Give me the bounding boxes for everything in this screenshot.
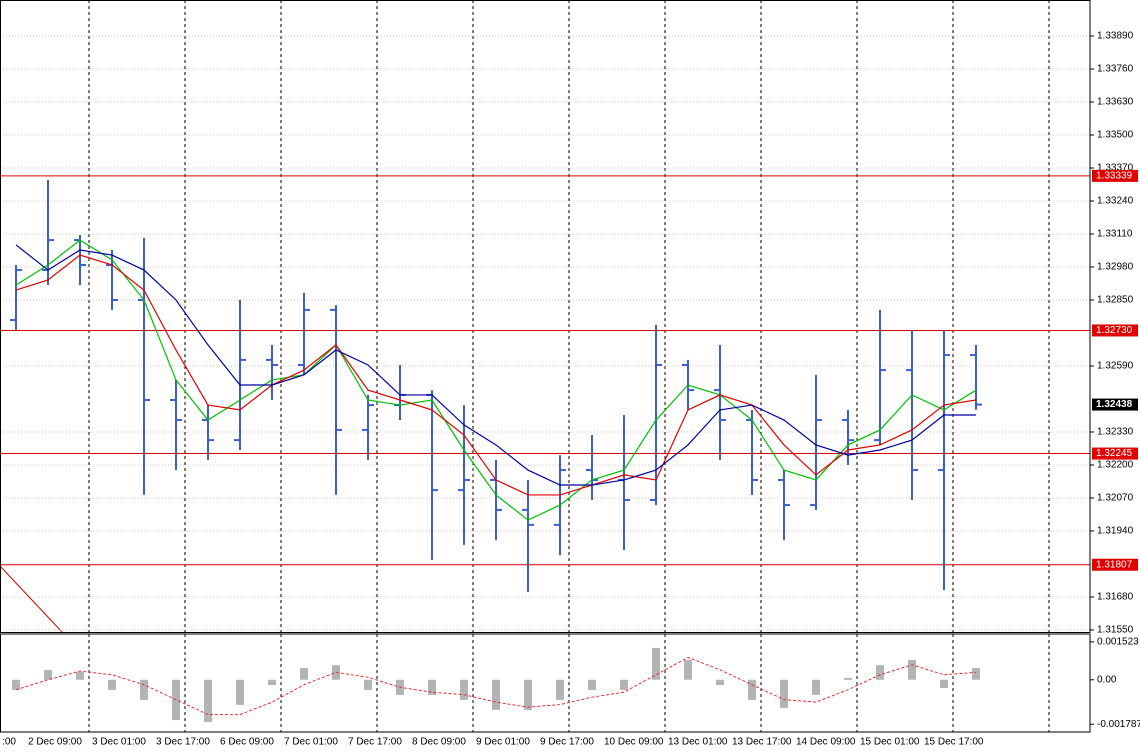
y-tick-label: 1.31550 [1097,625,1134,636]
y-tick-label: 1.31940 [1097,526,1134,537]
x-tick-label: 7 Dec 01:00 [284,737,338,748]
histogram-bar [652,647,660,680]
y-tick-label: 1.33240 [1097,196,1134,207]
current-price-label: 1.32438 [1096,399,1133,410]
level-label: 1.33339 [1096,171,1133,182]
x-tick-label: 3 Dec 01:00 [92,737,146,748]
x-tick-label: 14 Dec 09:00 [796,737,856,748]
histogram-bar [492,679,500,710]
histogram-bar [268,679,276,685]
histogram-bar [44,670,52,680]
histogram-bar [428,679,436,695]
histogram-bar [236,679,244,705]
x-tick-label: 10 Dec 09:00 [604,737,664,748]
histogram-bar [140,679,148,700]
histogram-bar [364,679,372,690]
histogram-bar [524,679,532,710]
level-label: 1.32245 [1096,448,1133,459]
x-tick-label: 9 Dec 17:00 [540,737,594,748]
moving-average [15,239,977,521]
level-label-box [1092,558,1138,571]
y-tick-label: 1.33760 [1097,64,1134,75]
histogram-bar [972,668,980,680]
y-tick-label: -0.001787 [1097,719,1140,730]
level-label-box [1092,324,1138,337]
x-tick-label: 9 Dec 01:00 [476,737,530,748]
y-tick-label: 1.33630 [1097,97,1134,108]
level-label-box [1092,169,1138,182]
y-tick-label: 1.31680 [1097,592,1134,603]
x-tick-label: 15 Dec 01:00 [860,737,920,748]
y-tick-label: 1.33110 [1097,229,1133,240]
y-tick-label: 1.33890 [1097,31,1134,42]
histogram-bar [204,679,212,723]
moving-average [15,244,976,486]
x-tick-label: 13 Dec 17:00 [732,737,792,748]
level-label-box [1092,447,1138,460]
histogram-bar [300,668,308,680]
x-tick-label: 3 Dec 17:00 [156,737,210,748]
y-tick-label: 1.32200 [1097,460,1134,471]
histogram-bar [684,659,692,680]
current-price-box [1092,398,1138,411]
histogram-bar [460,679,468,700]
y-tick-label: 1.32590 [1097,361,1134,372]
histogram-bar [620,679,628,690]
main-panel-frame [0,0,1091,633]
histogram-bar [908,659,916,680]
histogram-bar [876,665,884,680]
moving-average [15,254,977,496]
histogram-bar [812,679,820,695]
y-tick-label: 1.33370 [1097,163,1134,174]
y-tick-label: 0.00 [1097,674,1117,685]
level-label: 1.31807 [1096,559,1133,570]
level-label: 1.32730 [1096,325,1133,336]
y-tick-label: 1.33500 [1097,130,1134,141]
histogram-bar [108,679,116,690]
y-tick-label: 1.32070 [1097,493,1134,504]
histogram-bar [940,679,948,688]
x-tick-label: 15 Dec 17:00 [924,737,984,748]
histogram-bar [844,678,852,680]
x-tick-label: 7 Dec 17:00 [348,737,402,748]
histogram-bar [76,672,84,680]
y-tick-label: 0.001523 [1097,637,1139,648]
histogram-bar [588,679,596,690]
y-tick-label: 1.32980 [1097,262,1134,273]
y-tick-label: 1.32850 [1097,295,1134,306]
x-tick-label: 8 Dec 09:00 [412,737,466,748]
histogram-bar [12,679,20,690]
histogram-bar [716,679,724,685]
histogram-bar [556,679,564,700]
signal-line [15,656,977,716]
x-tick-label: 13 Dec 01:00 [668,737,728,748]
x-tick-label: :00 [2,737,16,748]
histogram-bar [780,679,788,708]
x-tick-label: 2 Dec 09:00 [28,737,82,748]
osc-panel-frame [0,633,1091,733]
x-tick-label: 6 Dec 09:00 [220,737,274,748]
y-tick-label: 1.32330 [1097,427,1134,438]
histogram-bar [748,679,756,700]
trend-line [0,565,63,633]
